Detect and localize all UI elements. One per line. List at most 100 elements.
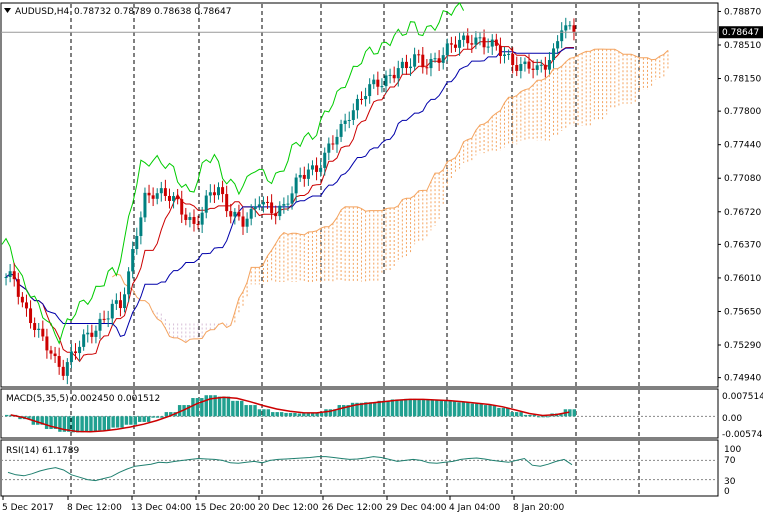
candle: [482, 29, 486, 55]
candle: [180, 190, 184, 223]
rsi-title: RSI(14) 61.1789: [6, 446, 79, 456]
candle: [253, 198, 257, 218]
macd-bar: [479, 403, 483, 417]
macd-bar: [475, 403, 479, 417]
candle: [560, 22, 564, 49]
macd-bar: [186, 405, 191, 417]
candle: [114, 293, 118, 310]
macd-bar: [328, 409, 333, 417]
macd-bar: [213, 395, 217, 417]
candles: [4, 17, 576, 385]
candle: [556, 35, 560, 55]
candle: [282, 197, 286, 214]
macd-bar: [208, 395, 213, 417]
macd-bar: [98, 416, 102, 431]
candle: [74, 343, 77, 360]
candle: [241, 208, 245, 235]
macd-bar: [350, 402, 355, 417]
candle: [433, 52, 437, 63]
macd-bar: [279, 412, 284, 417]
candle: [319, 159, 323, 177]
candle: [8, 264, 12, 283]
macd-bar: [217, 396, 222, 417]
candle: [396, 60, 400, 87]
macd-bar: [519, 412, 523, 417]
candle: [351, 103, 355, 126]
price-tick-label: 0.76370: [724, 240, 761, 250]
macd-bar: [288, 412, 293, 417]
macd-bar: [253, 405, 257, 417]
candle: [286, 195, 290, 211]
macd-bar: [368, 402, 373, 417]
current-price-label: 0.78647: [722, 28, 759, 38]
macd-bar: [164, 412, 169, 417]
macd-bar: [44, 416, 49, 429]
candle: [139, 211, 143, 245]
candle: [564, 17, 568, 39]
triangle-down-icon[interactable]: [4, 8, 11, 13]
candle: [53, 346, 57, 363]
candle: [33, 317, 37, 338]
macd-bar: [151, 416, 155, 418]
candle: [413, 47, 417, 71]
macd-bar: [532, 414, 537, 417]
candle: [270, 194, 274, 220]
candle: [163, 179, 167, 201]
current-price-tag: 0.78647: [719, 26, 763, 39]
macd-label-zero: 0.00: [722, 414, 742, 424]
candle: [388, 68, 392, 84]
candle: [417, 49, 421, 63]
macd-bar: [430, 400, 435, 417]
candle: [494, 33, 498, 51]
candle: [57, 347, 61, 375]
macd-bar: [89, 416, 93, 432]
macd-bar: [364, 402, 368, 417]
macd-bar: [248, 405, 253, 417]
candle: [384, 70, 388, 94]
macd-bar: [483, 405, 488, 417]
macd-bar: [49, 416, 53, 429]
macd-bar: [373, 402, 377, 417]
macd-bar: [40, 416, 44, 425]
candle: [217, 182, 220, 200]
candle: [425, 59, 429, 75]
macd-bar: [231, 400, 235, 417]
macd-bar: [177, 405, 182, 417]
macd-bar: [142, 416, 146, 422]
candle: [266, 196, 270, 209]
candle: [547, 52, 551, 75]
senkou-span-a: [112, 48, 669, 344]
macd-frame: [0, 388, 719, 439]
macd-bar: [390, 399, 395, 417]
ichimoku-cloud: [152, 49, 669, 343]
macd-bar: [240, 400, 244, 417]
macd-bar: [559, 413, 563, 417]
macd-bar: [452, 400, 457, 417]
macd-bar: [506, 407, 510, 417]
candle: [82, 329, 86, 351]
candle: [143, 187, 147, 223]
macd-bar: [359, 402, 364, 417]
macd-bar: [53, 416, 58, 429]
candle: [159, 181, 163, 202]
tenkan-line: [5, 40, 574, 363]
price-tick-label: 0.75290: [724, 341, 761, 351]
time-tick-label: 13 Dec 04:00: [131, 503, 192, 513]
candle: [290, 186, 294, 210]
candle: [274, 205, 278, 225]
candle: [437, 50, 441, 71]
macd-bar: [514, 412, 519, 417]
candle: [392, 66, 396, 83]
price-tick-label: 0.77080: [724, 174, 761, 184]
candle: [261, 196, 265, 213]
macd-bar: [262, 409, 266, 417]
candle: [507, 49, 511, 60]
candle: [123, 287, 127, 313]
macd-bar: [324, 409, 328, 417]
time-tick-label: 29 Dec 04:00: [386, 503, 447, 513]
price-axis: 0.78870 0.78510 0.78150 0.77800 0.77440 0.770…: [718, 7, 761, 384]
macd-bar: [488, 405, 492, 417]
rsi-label-100: 100: [724, 445, 741, 455]
macd-bar: [115, 416, 120, 428]
